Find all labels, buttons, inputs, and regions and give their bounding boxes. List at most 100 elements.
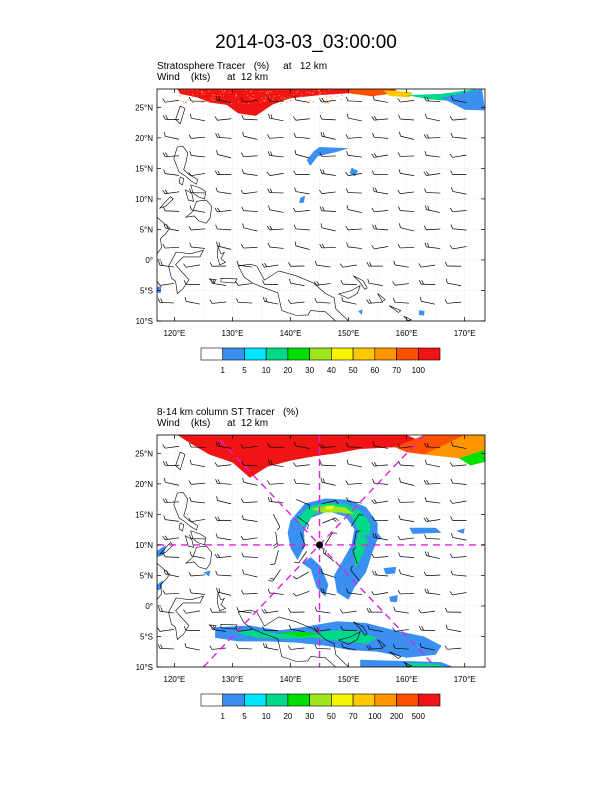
tracer-speckle — [212, 100, 213, 101]
tracer-speckle — [214, 97, 215, 98]
colorbar-box — [375, 348, 397, 360]
x-tick-label: 140°E — [280, 329, 302, 338]
tracer-speckle — [297, 91, 298, 92]
y-tick-label: 5°S — [140, 286, 153, 295]
y-tick-label: 15°N — [135, 164, 153, 173]
y-tick-label: 20°N — [135, 480, 153, 489]
tracer-speckle — [265, 100, 266, 101]
tracer-speckle — [202, 102, 203, 103]
x-tick-label: 130°E — [222, 675, 244, 684]
x-tick-label: 150°E — [338, 329, 360, 338]
tracer-speckle — [326, 99, 327, 100]
tracer-speckle — [332, 98, 333, 99]
tracer-speckle — [296, 92, 297, 93]
y-tick-label: 25°N — [135, 103, 153, 112]
tracer-speckle — [204, 93, 205, 94]
tracer-speckle — [236, 94, 237, 95]
tracer-speckle — [272, 99, 273, 100]
tracer-speckle — [202, 94, 203, 95]
tracer-speckle — [223, 92, 224, 93]
x-tick-label: 150°E — [338, 675, 360, 684]
colorbar-box — [331, 694, 353, 706]
tracer-speckle — [309, 100, 310, 101]
tracer-speckle — [192, 94, 193, 95]
tracer-speckle — [182, 90, 183, 91]
tracer-speckle — [319, 94, 320, 95]
tracer-speckle — [293, 94, 294, 95]
panel-1-plot: 120°E 130°E 140°E 150°E 160°E 170°E 25°N 20°N 15… — [135, 88, 485, 338]
tracer-speckle — [314, 90, 315, 91]
colorbar-box — [244, 348, 266, 360]
tracer-speckle — [221, 90, 222, 91]
y-tick-label: 0° — [145, 602, 153, 611]
y-tick-label: 0° — [145, 256, 153, 265]
colorbar-label: 1 — [221, 366, 226, 375]
colorbar-label: 1 — [221, 712, 226, 721]
tracer-speckle — [306, 92, 307, 93]
tracer-speckle — [324, 103, 325, 104]
tracer-speckle — [217, 95, 218, 96]
tracer-speckle — [197, 89, 198, 90]
tracer-speckle — [265, 97, 266, 98]
colorbar-box — [353, 694, 375, 706]
tracer-speckle — [212, 94, 213, 95]
tracer-speckle — [328, 89, 329, 90]
tracer-speckle — [238, 102, 239, 103]
tracer-speckle — [205, 100, 206, 101]
colorbar-label: 200 — [390, 712, 404, 721]
x-tick-label: 170°E — [454, 329, 476, 338]
tracer-speckle — [251, 99, 252, 100]
tracer-speckle — [285, 98, 286, 99]
colorbar-box — [266, 348, 288, 360]
tracer-speckle — [235, 96, 236, 97]
colorbar-box — [375, 694, 397, 706]
tracer-speckle — [220, 94, 221, 95]
tracer-speckle — [337, 96, 338, 97]
colorbar-label: 10 — [262, 366, 271, 375]
y-tick-label: 25°N — [135, 449, 153, 458]
colorbar-box — [418, 348, 440, 360]
tracer-speckle — [253, 98, 254, 99]
tracer-speckle — [210, 98, 211, 99]
tracer-speckle — [212, 97, 213, 98]
colorbar-label: 30 — [305, 712, 314, 721]
colorbar-box — [397, 348, 419, 360]
colorbar-box — [223, 694, 245, 706]
x-tick-label: 120°E — [163, 675, 185, 684]
tracer-speckle — [187, 99, 188, 100]
tracer-speckle — [330, 96, 331, 97]
x-tick-label: 160°E — [396, 675, 418, 684]
tracer-speckle — [250, 91, 251, 92]
tracer-speckle — [283, 97, 284, 98]
colorbar-box — [310, 348, 332, 360]
colorbar-label: 20 — [283, 712, 292, 721]
tracer-speckle — [300, 96, 301, 97]
y-tick-label: 15°N — [135, 510, 153, 519]
figure-canvas: 120°E 130°E 140°E 150°E 160°E 170°E25°N20°N15… — [0, 0, 612, 792]
tracer-speckle — [313, 101, 314, 102]
tracer-speckle — [271, 91, 272, 92]
colorbar-box — [201, 694, 223, 706]
colorbar-label: 50 — [327, 712, 336, 721]
tracer-speckle — [309, 91, 310, 92]
colorbar-box — [310, 694, 332, 706]
tracer-speckle — [263, 100, 264, 101]
colorbar-label: 50 — [349, 366, 358, 375]
y-tick-label: 5°N — [140, 571, 154, 580]
colorbar-label: 70 — [392, 366, 401, 375]
tracer-speckle — [193, 102, 194, 103]
x-tick-label: 160°E — [396, 329, 418, 338]
tracer-speckle — [286, 101, 287, 102]
x-tick-label: 120°E — [163, 329, 185, 338]
colorbar-label: 40 — [327, 366, 336, 375]
tracer-speckle — [209, 91, 210, 92]
colorbar-box — [244, 694, 266, 706]
tracer-speckle — [326, 96, 327, 97]
tracer-speckle — [246, 89, 247, 90]
x-tick-label: 130°E — [222, 329, 244, 338]
tracer-speckle — [188, 90, 189, 91]
colorbar-box — [223, 348, 245, 360]
tracer-speckle — [319, 90, 320, 91]
tracer-speckle — [193, 96, 194, 97]
x-tick-label: 140°E — [280, 675, 302, 684]
